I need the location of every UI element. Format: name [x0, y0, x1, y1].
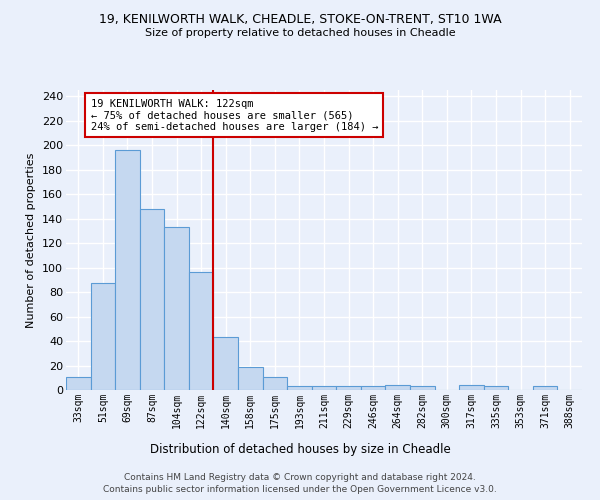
Bar — [189, 272, 214, 390]
Bar — [312, 386, 336, 390]
Bar — [164, 227, 189, 390]
Text: Size of property relative to detached houses in Cheadle: Size of property relative to detached ho… — [145, 28, 455, 38]
Bar — [385, 385, 410, 390]
Bar — [336, 386, 361, 390]
Text: Distribution of detached houses by size in Cheadle: Distribution of detached houses by size … — [149, 442, 451, 456]
Text: Contains public sector information licensed under the Open Government Licence v3: Contains public sector information licen… — [103, 485, 497, 494]
Text: Contains HM Land Registry data © Crown copyright and database right 2024.: Contains HM Land Registry data © Crown c… — [124, 472, 476, 482]
Bar — [484, 386, 508, 390]
Text: 19 KENILWORTH WALK: 122sqm
← 75% of detached houses are smaller (565)
24% of sem: 19 KENILWORTH WALK: 122sqm ← 75% of deta… — [91, 98, 378, 132]
Text: 19, KENILWORTH WALK, CHEADLE, STOKE-ON-TRENT, ST10 1WA: 19, KENILWORTH WALK, CHEADLE, STOKE-ON-T… — [98, 12, 502, 26]
Bar — [238, 366, 263, 390]
Bar — [140, 209, 164, 390]
Bar — [533, 386, 557, 390]
Bar — [263, 376, 287, 390]
Bar — [66, 376, 91, 390]
Bar — [410, 386, 434, 390]
Bar — [459, 385, 484, 390]
Bar — [214, 338, 238, 390]
Bar — [361, 386, 385, 390]
Bar — [287, 386, 312, 390]
Bar — [115, 150, 140, 390]
Bar — [91, 284, 115, 390]
Y-axis label: Number of detached properties: Number of detached properties — [26, 152, 37, 328]
